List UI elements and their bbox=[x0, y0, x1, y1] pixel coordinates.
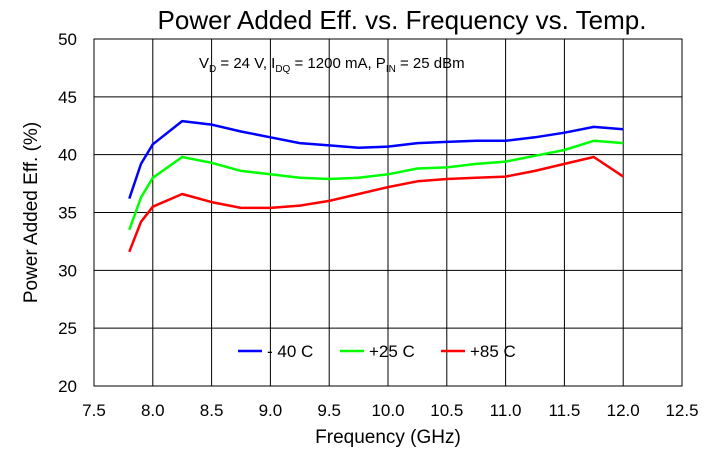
y-tick-labels: 20 25 30 35 40 45 50 bbox=[58, 30, 77, 396]
y-tick-label: 25 bbox=[58, 319, 77, 338]
y-tick-label: 45 bbox=[58, 88, 77, 107]
x-axis-title: Frequency (GHz) bbox=[315, 427, 461, 448]
legend-label-minus40: - 40 C bbox=[267, 342, 313, 361]
x-tick-label: 7.5 bbox=[82, 401, 106, 420]
x-tick-label: 12.0 bbox=[607, 401, 640, 420]
conditions-annotation: VD = 24 V, IDQ = 1200 mA, PIN = 25 dBm bbox=[199, 55, 465, 75]
y-tick-label: 40 bbox=[58, 146, 77, 165]
series-line-0 bbox=[128, 119, 624, 199]
x-tick-label: 9.5 bbox=[317, 401, 341, 420]
x-tick-label: 10.0 bbox=[371, 401, 404, 420]
x-tick-label: 8.0 bbox=[141, 401, 165, 420]
x-tick-label: 12.5 bbox=[665, 401, 698, 420]
y-tick-label: 35 bbox=[58, 204, 77, 223]
x-tick-label: 11.5 bbox=[548, 401, 580, 420]
plot-frame bbox=[93, 38, 683, 387]
y-tick-label: 30 bbox=[58, 261, 77, 280]
y-axis-title: Power Added Eff. (%) bbox=[21, 122, 42, 303]
chart-title: Power Added Eff. vs. Frequency vs. Temp. bbox=[158, 5, 647, 35]
x-tick-label: 8.5 bbox=[200, 401, 224, 420]
legend-label-plus85: +85 C bbox=[470, 342, 516, 361]
legend: - 40 C +25 C +85 C bbox=[238, 342, 516, 361]
grid-lines bbox=[93, 38, 683, 387]
y-tick-label: 20 bbox=[58, 377, 77, 396]
series-line-2 bbox=[128, 155, 624, 253]
series-line-1 bbox=[128, 139, 624, 231]
x-tick-label: 10.5 bbox=[430, 401, 463, 420]
y-tick-label: 50 bbox=[58, 30, 77, 49]
x-tick-labels: 7.5 8.0 8.5 9.0 9.5 10.0 10.5 11.0 11.5 12.0 12.5 bbox=[82, 401, 698, 420]
x-tick-label: 11.0 bbox=[490, 401, 522, 420]
x-tick-label: 9.0 bbox=[259, 401, 283, 420]
legend-label-plus25: +25 C bbox=[369, 342, 415, 361]
series-lines bbox=[128, 119, 624, 253]
